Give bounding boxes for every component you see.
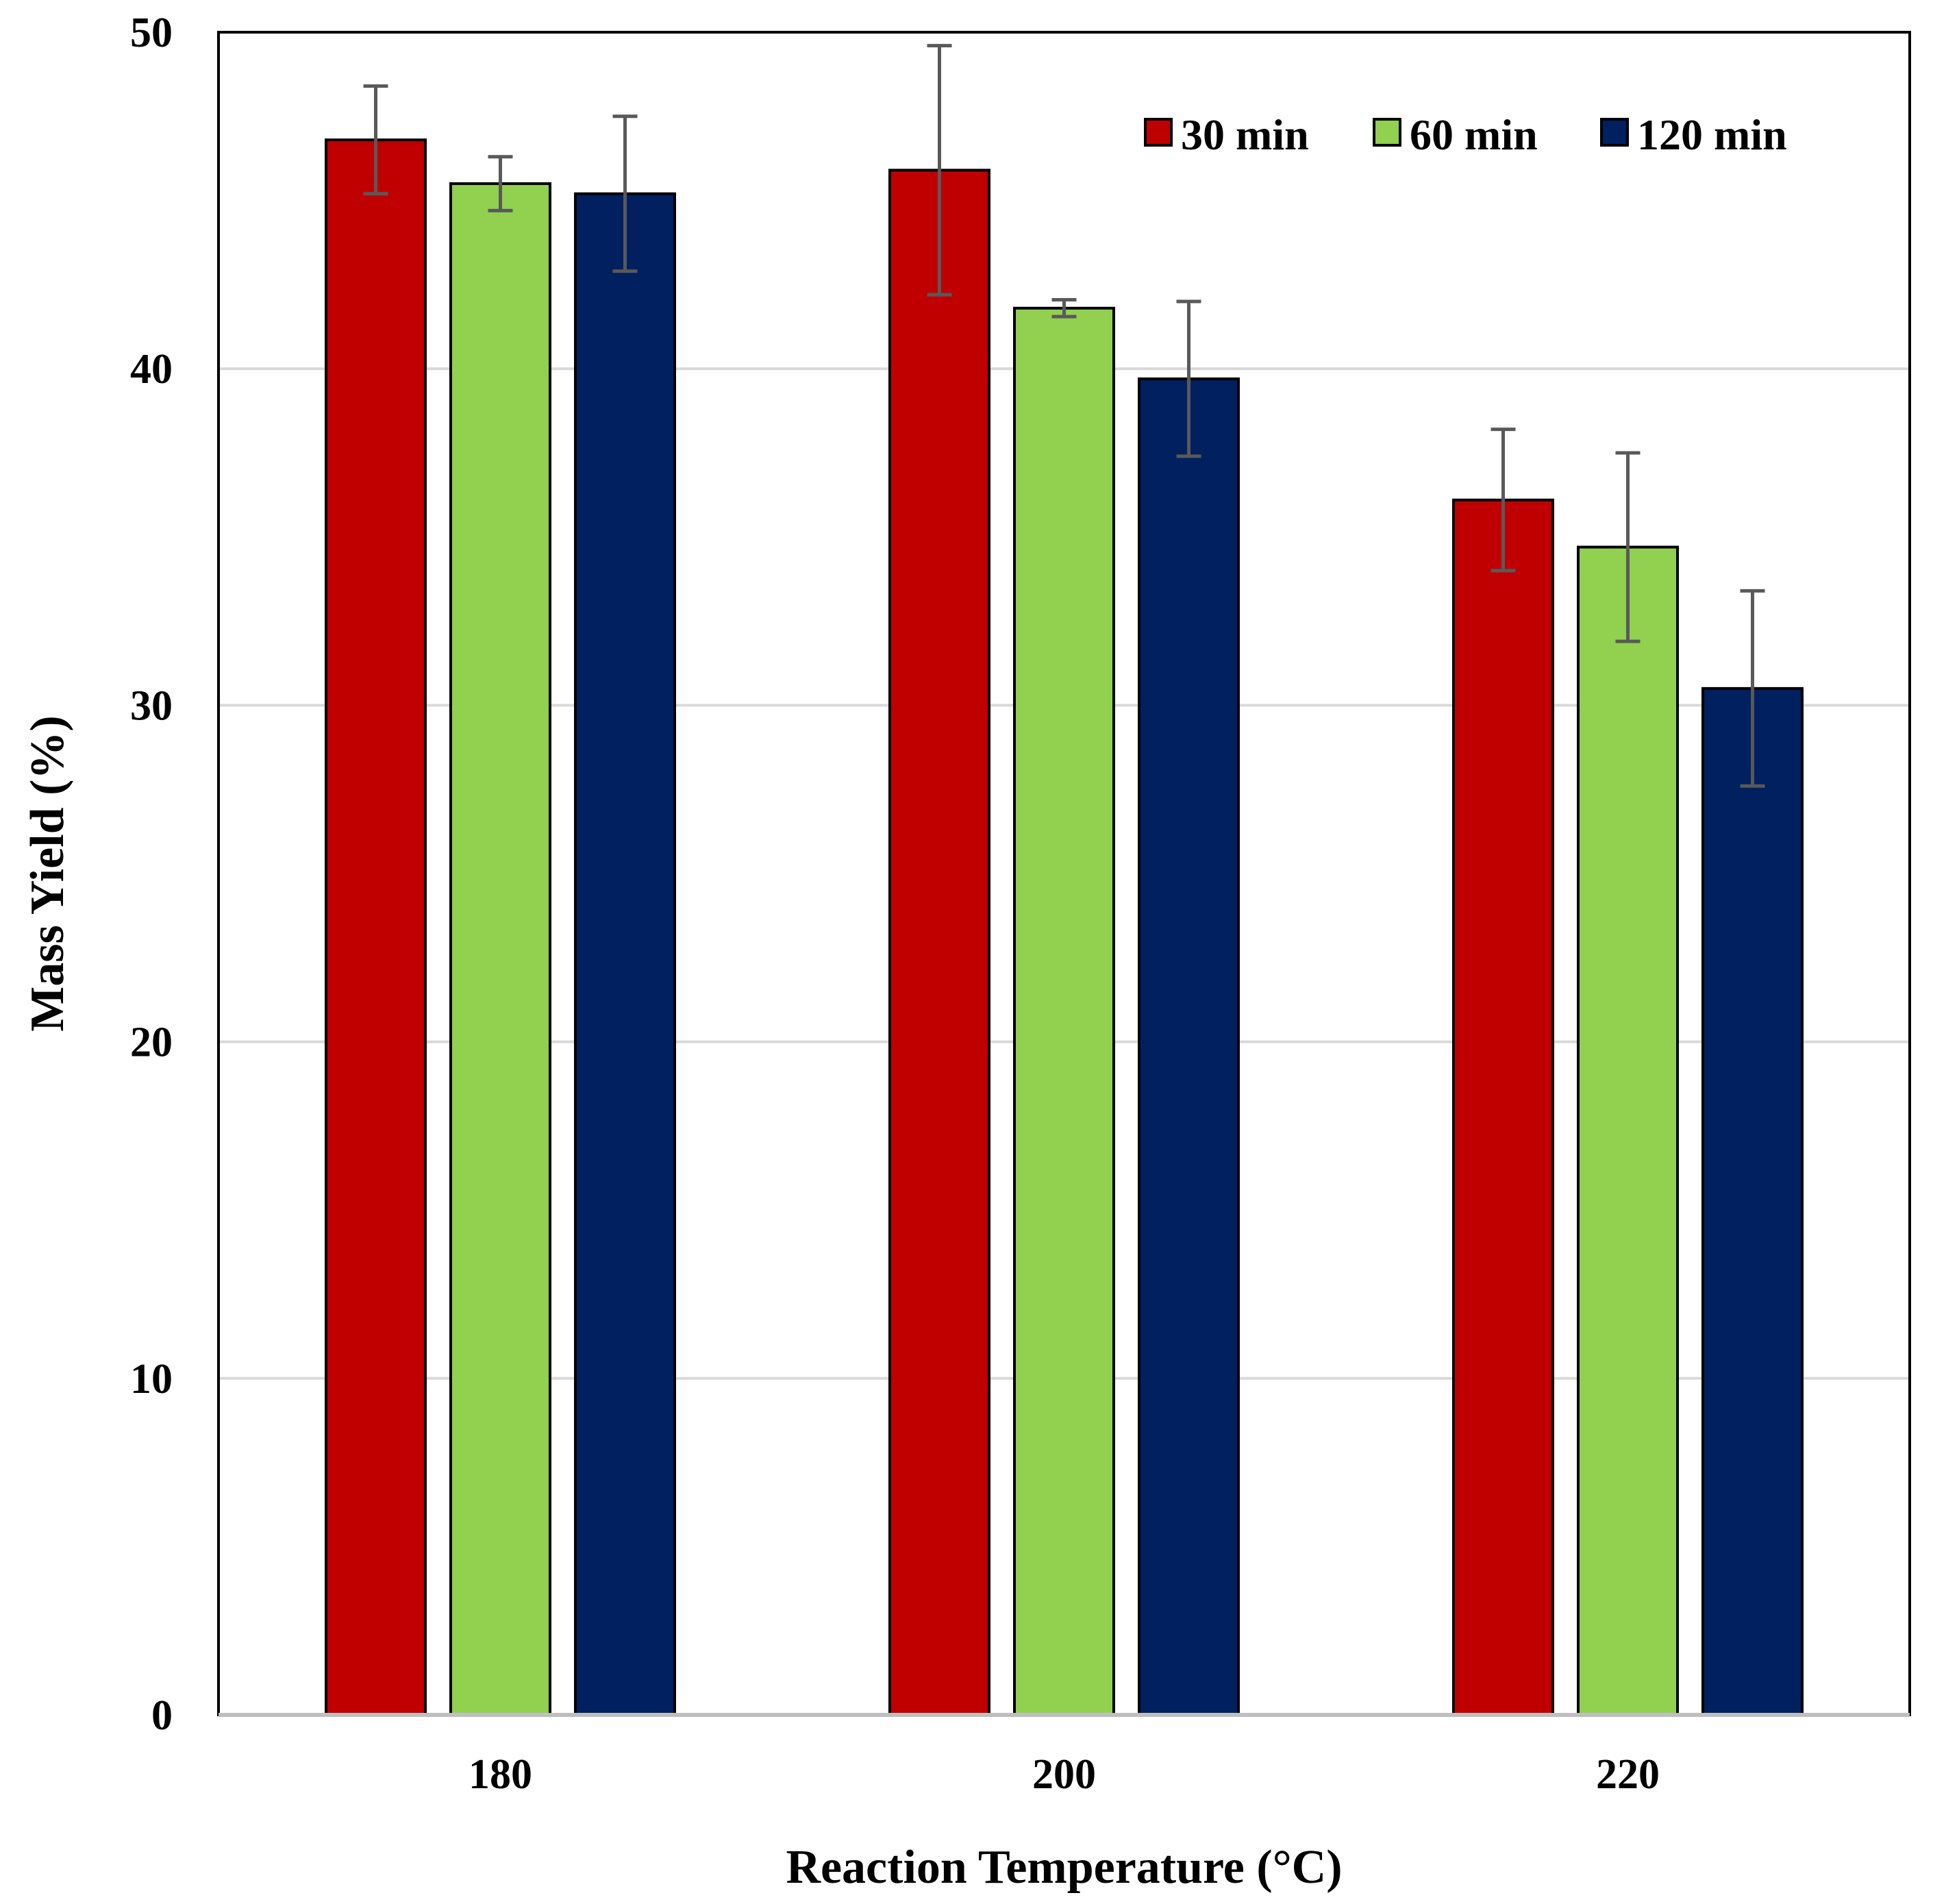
legend-swatch <box>1373 118 1401 147</box>
error-bar <box>1740 589 1765 788</box>
y-tick-label: 0 <box>151 1692 173 1739</box>
x-tick-label: 220 <box>1596 1751 1660 1798</box>
legend-label: 30 min <box>1181 110 1309 159</box>
legend: 30 min 60 min 120 min <box>1144 110 1787 159</box>
bar-60-min-220 <box>1577 545 1679 1716</box>
error-bar <box>1176 299 1201 458</box>
bar-120-min-220 <box>1701 687 1804 1717</box>
y-tick-label: 20 <box>130 1019 173 1066</box>
legend-label: 60 min <box>1410 110 1538 159</box>
x-axis-title: Reaction Temperature (°C) <box>786 1841 1342 1894</box>
bar-60-min-180 <box>449 182 551 1716</box>
bar-120-min-200 <box>1138 377 1240 1716</box>
bars <box>325 138 1804 1717</box>
legend-item-30-min: 30 min <box>1144 110 1309 159</box>
y-tick-label: 30 <box>130 682 173 729</box>
bar-60-min-200 <box>1013 306 1115 1717</box>
x-tick-label: 180 <box>469 1751 532 1798</box>
bar-30-min-180 <box>325 138 427 1716</box>
x-tick-label: 200 <box>1032 1751 1096 1798</box>
error-bar <box>363 84 388 196</box>
bar-120-min-180 <box>574 192 676 1717</box>
error-bars <box>363 44 1765 788</box>
legend-item-120-min: 120 min <box>1600 110 1787 159</box>
legend-swatch <box>1600 118 1629 147</box>
y-tick-label: 50 <box>130 10 173 56</box>
error-bar <box>612 114 638 273</box>
y-axis-title: Mass Yield (%) <box>21 715 74 1031</box>
y-tick-labels: 0 10 20 30 40 50 <box>130 10 173 1739</box>
legend-swatch <box>1144 118 1173 147</box>
y-tick-label: 40 <box>130 346 173 393</box>
error-bar <box>1491 428 1516 573</box>
error-bar <box>1051 298 1077 319</box>
bar-30-min-220 <box>1452 498 1554 1717</box>
y-tick-label: 10 <box>130 1356 173 1402</box>
x-tick-labels: 180 200 220 <box>469 1751 1660 1798</box>
error-bar <box>927 44 952 297</box>
legend-label: 120 min <box>1637 110 1787 159</box>
bar-30-min-200 <box>888 169 990 1716</box>
legend-item-60-min: 60 min <box>1373 110 1538 159</box>
error-bar <box>1615 451 1641 643</box>
error-bar <box>488 155 513 212</box>
